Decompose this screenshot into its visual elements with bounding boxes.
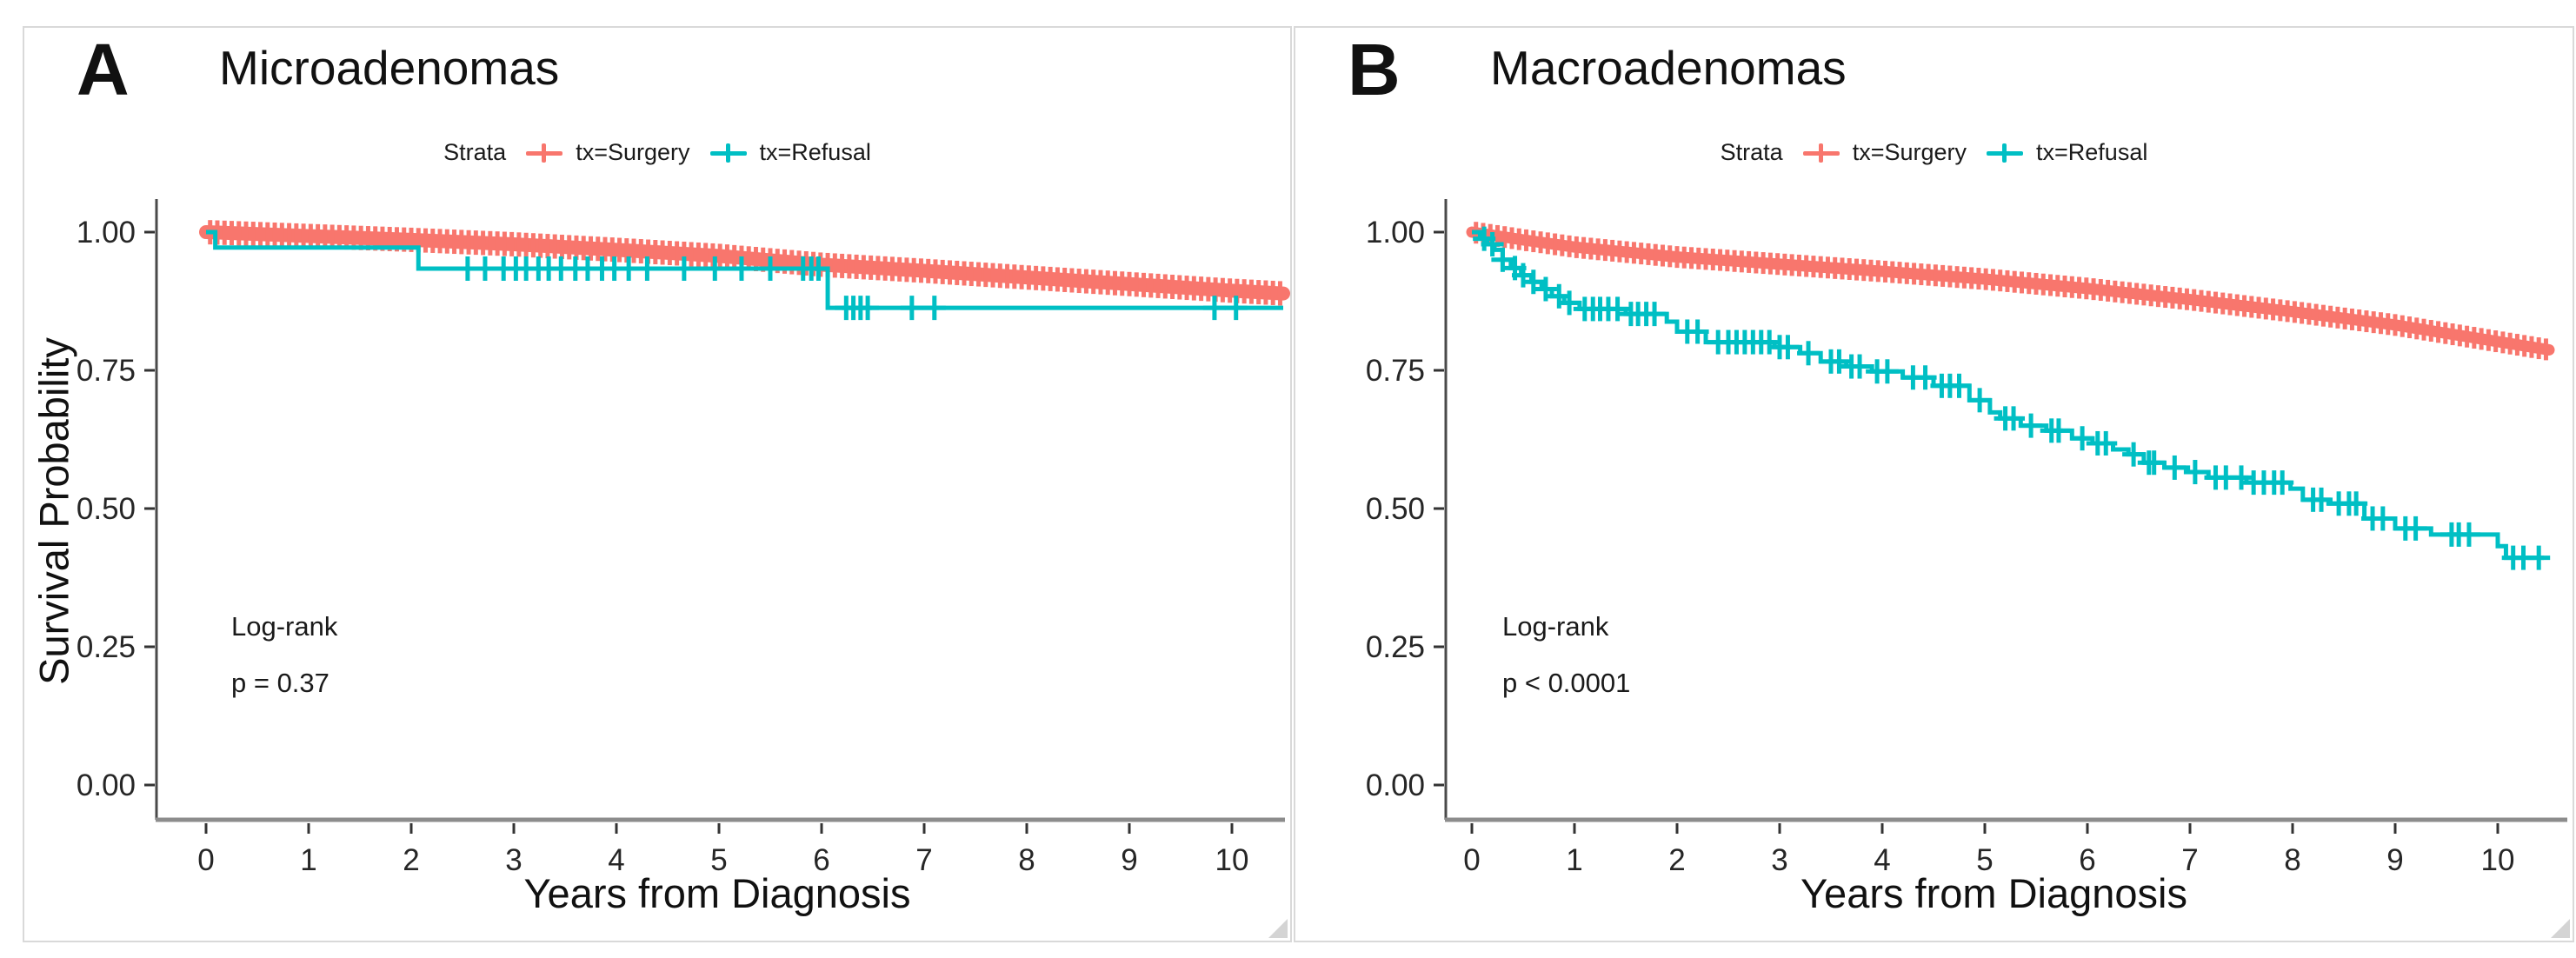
svg-text:6: 6 [2079,843,2095,877]
legend-label: tx=Refusal [2036,139,2148,165]
censor-plus-icon [525,140,563,166]
censor-plus-icon [1986,140,2024,166]
censor-plus-icon [709,140,748,166]
svg-text:1.00: 1.00 [1366,216,1425,249]
svg-text:9: 9 [1121,843,1137,877]
svg-text:0.00: 0.00 [1366,768,1425,802]
svg-text:0: 0 [1463,843,1480,877]
svg-text:0.25: 0.25 [77,630,136,664]
svg-text:0.75: 0.75 [1366,354,1425,388]
logrank-label: Log-rank [1502,611,1609,642]
legend-title: Strata [1720,139,1783,165]
legend-item-refusal: tx=Refusal [709,139,871,166]
svg-text:1: 1 [300,843,316,877]
p-value: p < 0.0001 [1502,668,1631,698]
censor-plus-icon [1802,140,1840,166]
legend-item-refusal: tx=Refusal [1986,139,2147,166]
svg-text:0.00: 0.00 [77,768,136,802]
km-plot-macroadenomas: 1.00 0.75 0.50 0.25 0.00 0 1 2 3 4 5 6 7 8 9 10 [1366,199,2567,877]
svg-text:7: 7 [2181,843,2198,877]
panel-title: Microadenomas [219,41,560,95]
svg-text:1: 1 [1566,843,1582,877]
svg-text:0.25: 0.25 [1366,630,1425,664]
series-tx=Surgery [1466,222,2555,361]
svg-text:5: 5 [710,843,727,877]
svg-text:6: 6 [813,843,829,877]
legend-title: Strata [443,139,507,165]
svg-text:2: 2 [403,843,419,877]
p-value: p = 0.37 [231,668,329,698]
svg-text:10: 10 [2481,843,2515,877]
legend-label: tx=Refusal [759,139,871,165]
svg-text:3: 3 [505,843,522,877]
axes: 1.00 0.75 0.50 0.25 0.00 0 1 2 3 4 5 6 7 8 9 10 [77,199,1285,877]
legend: Strata tx=Surgery tx=Refusal [24,139,1290,166]
y-axis-title: Survival Probability [30,337,77,685]
svg-text:5: 5 [1976,843,1993,877]
logrank-annotation: Log-rank p < 0.0001 [1502,598,1630,711]
svg-text:0.50: 0.50 [77,492,136,526]
x-axis-title: Years from Diagnosis [523,870,911,916]
svg-text:10: 10 [1215,843,1249,877]
legend-label: tx=Surgery [1852,139,1967,165]
svg-text:2: 2 [1668,843,1685,877]
svg-text:8: 8 [1018,843,1035,877]
svg-text:9: 9 [2386,843,2403,877]
panel-letter: A [77,29,130,110]
logrank-label: Log-rank [231,611,338,642]
panel-macroadenomas: 1.00 0.75 0.50 0.25 0.00 0 1 2 3 4 5 6 7 8 9 10 B Macro… [1294,26,2574,942]
svg-text:7: 7 [915,843,932,877]
panel-letter: B [1348,29,1401,110]
resize-corner-icon [2551,919,2570,938]
logrank-annotation: Log-rank p = 0.37 [231,598,337,711]
legend-item-surgery: tx=Surgery [1802,139,1967,166]
svg-text:3: 3 [1771,843,1787,877]
x-axis-title: Years from Diagnosis [1801,870,2187,916]
svg-text:0.50: 0.50 [1366,492,1425,526]
svg-text:0: 0 [197,843,214,877]
series-tx=Refusal [1472,226,2551,570]
svg-text:8: 8 [2284,843,2300,877]
legend-label: tx=Surgery [576,139,690,165]
legend: Strata tx=Surgery tx=Refusal [1295,139,2573,166]
svg-text:4: 4 [1874,843,1890,877]
axes: 1.00 0.75 0.50 0.25 0.00 0 1 2 3 4 5 6 7 8 9 10 [1366,199,2567,877]
svg-text:1.00: 1.00 [77,216,136,249]
legend-item-surgery: tx=Surgery [525,139,690,166]
km-plot-microadenomas: 1.00 0.75 0.50 0.25 0.00 0 1 2 3 4 5 6 7 8 9 10 [77,199,1290,877]
svg-text:0.75: 0.75 [77,354,136,388]
resize-corner-icon [1268,919,1288,938]
panel-title: Macroadenomas [1490,41,1847,95]
series-tx=Refusal [206,230,1283,321]
panel-microadenomas: 1.00 0.75 0.50 0.25 0.00 0 1 2 3 4 5 6 7 8 9 10 A Micro… [23,26,1292,942]
series-tx=Surgery [199,220,1290,306]
svg-text:4: 4 [608,843,624,877]
